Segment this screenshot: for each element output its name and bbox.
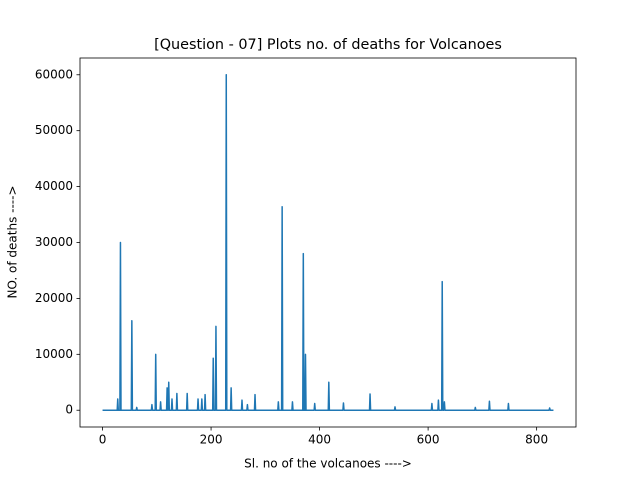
y-tick-label: 0 (65, 403, 73, 417)
y-tick-label: 20000 (35, 291, 73, 305)
x-tick-label: 400 (308, 433, 331, 447)
axes-frame (79, 57, 577, 428)
y-tick-label: 10000 (35, 347, 73, 361)
x-tick-label: 0 (99, 433, 107, 447)
x-tick-label: 800 (525, 433, 548, 447)
y-tick-label: 40000 (35, 179, 73, 193)
x-axis-label: Sl. no of the volcanoes ----> (244, 457, 412, 471)
y-tick-label: 30000 (35, 235, 73, 249)
x-tick-label: 600 (417, 433, 440, 447)
chart-title: [Question - 07] Plots no. of deaths for … (154, 37, 502, 53)
data-line (102, 74, 554, 411)
y-axis-label: NO. of deaths ----> (6, 185, 20, 298)
y-tick-label: 50000 (35, 123, 73, 137)
y-tick-label: 60000 (35, 67, 73, 81)
x-tick-label: 200 (200, 433, 223, 447)
